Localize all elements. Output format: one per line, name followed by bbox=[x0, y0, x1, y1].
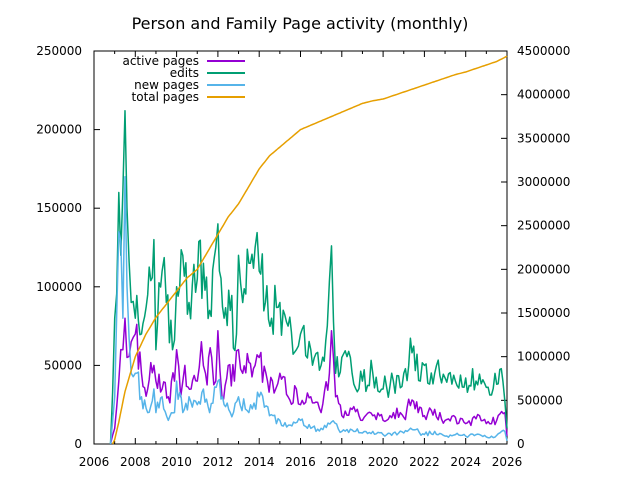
y2-tick-label: 3000000 bbox=[517, 175, 570, 189]
x-tick-label: 2024 bbox=[450, 455, 481, 469]
axes: 2006 2008 2010 2012 2014 2016 2018 2020 2022 2024… bbox=[36, 44, 570, 469]
x-tick-label: 2026 bbox=[492, 455, 523, 469]
y2-tick-label: 3500000 bbox=[517, 131, 570, 145]
y-tick-label: 150000 bbox=[36, 201, 82, 215]
legend-label: total pages bbox=[132, 90, 199, 104]
x-tick-label: 2010 bbox=[161, 455, 192, 469]
plot-border bbox=[93, 50, 508, 445]
x-tick-label: 2014 bbox=[244, 455, 275, 469]
chart-title: Person and Family Page activity (monthly… bbox=[132, 14, 469, 33]
series-lines bbox=[109, 55, 508, 445]
y-tick-label: 0 bbox=[74, 437, 82, 451]
legend-label: new pages bbox=[134, 78, 199, 92]
y2-tick-label: 2000000 bbox=[517, 262, 570, 276]
legend-label: edits bbox=[170, 66, 199, 80]
series-line-active-pages bbox=[109, 317, 508, 445]
x-tick-label: 2022 bbox=[409, 455, 440, 469]
x-tick-label: 2016 bbox=[285, 455, 316, 469]
x-tick-label: 2018 bbox=[327, 455, 358, 469]
series-line-new-pages bbox=[109, 176, 508, 445]
y2-tick-label: 500000 bbox=[517, 393, 563, 407]
legend-label: active pages bbox=[122, 54, 199, 68]
y-tick-label: 50000 bbox=[44, 358, 82, 372]
y-tick-label: 200000 bbox=[36, 123, 82, 137]
y2-tick-label: 0 bbox=[517, 437, 525, 451]
y2-tick-label: 1000000 bbox=[517, 350, 570, 364]
series-line-total-pages bbox=[111, 55, 508, 445]
x-tick-label: 2012 bbox=[203, 455, 234, 469]
y2-tick-label: 4000000 bbox=[517, 88, 570, 102]
x-tick-label: 2020 bbox=[368, 455, 399, 469]
x-tick-label: 2006 bbox=[79, 455, 110, 469]
y2-tick-label: 4500000 bbox=[517, 44, 570, 58]
y2-tick-label: 1500000 bbox=[517, 306, 570, 320]
y-tick-label: 100000 bbox=[36, 280, 82, 294]
x-tick-label: 2008 bbox=[120, 455, 151, 469]
y-tick-label: 250000 bbox=[36, 44, 82, 58]
y2-tick-label: 2500000 bbox=[517, 219, 570, 233]
